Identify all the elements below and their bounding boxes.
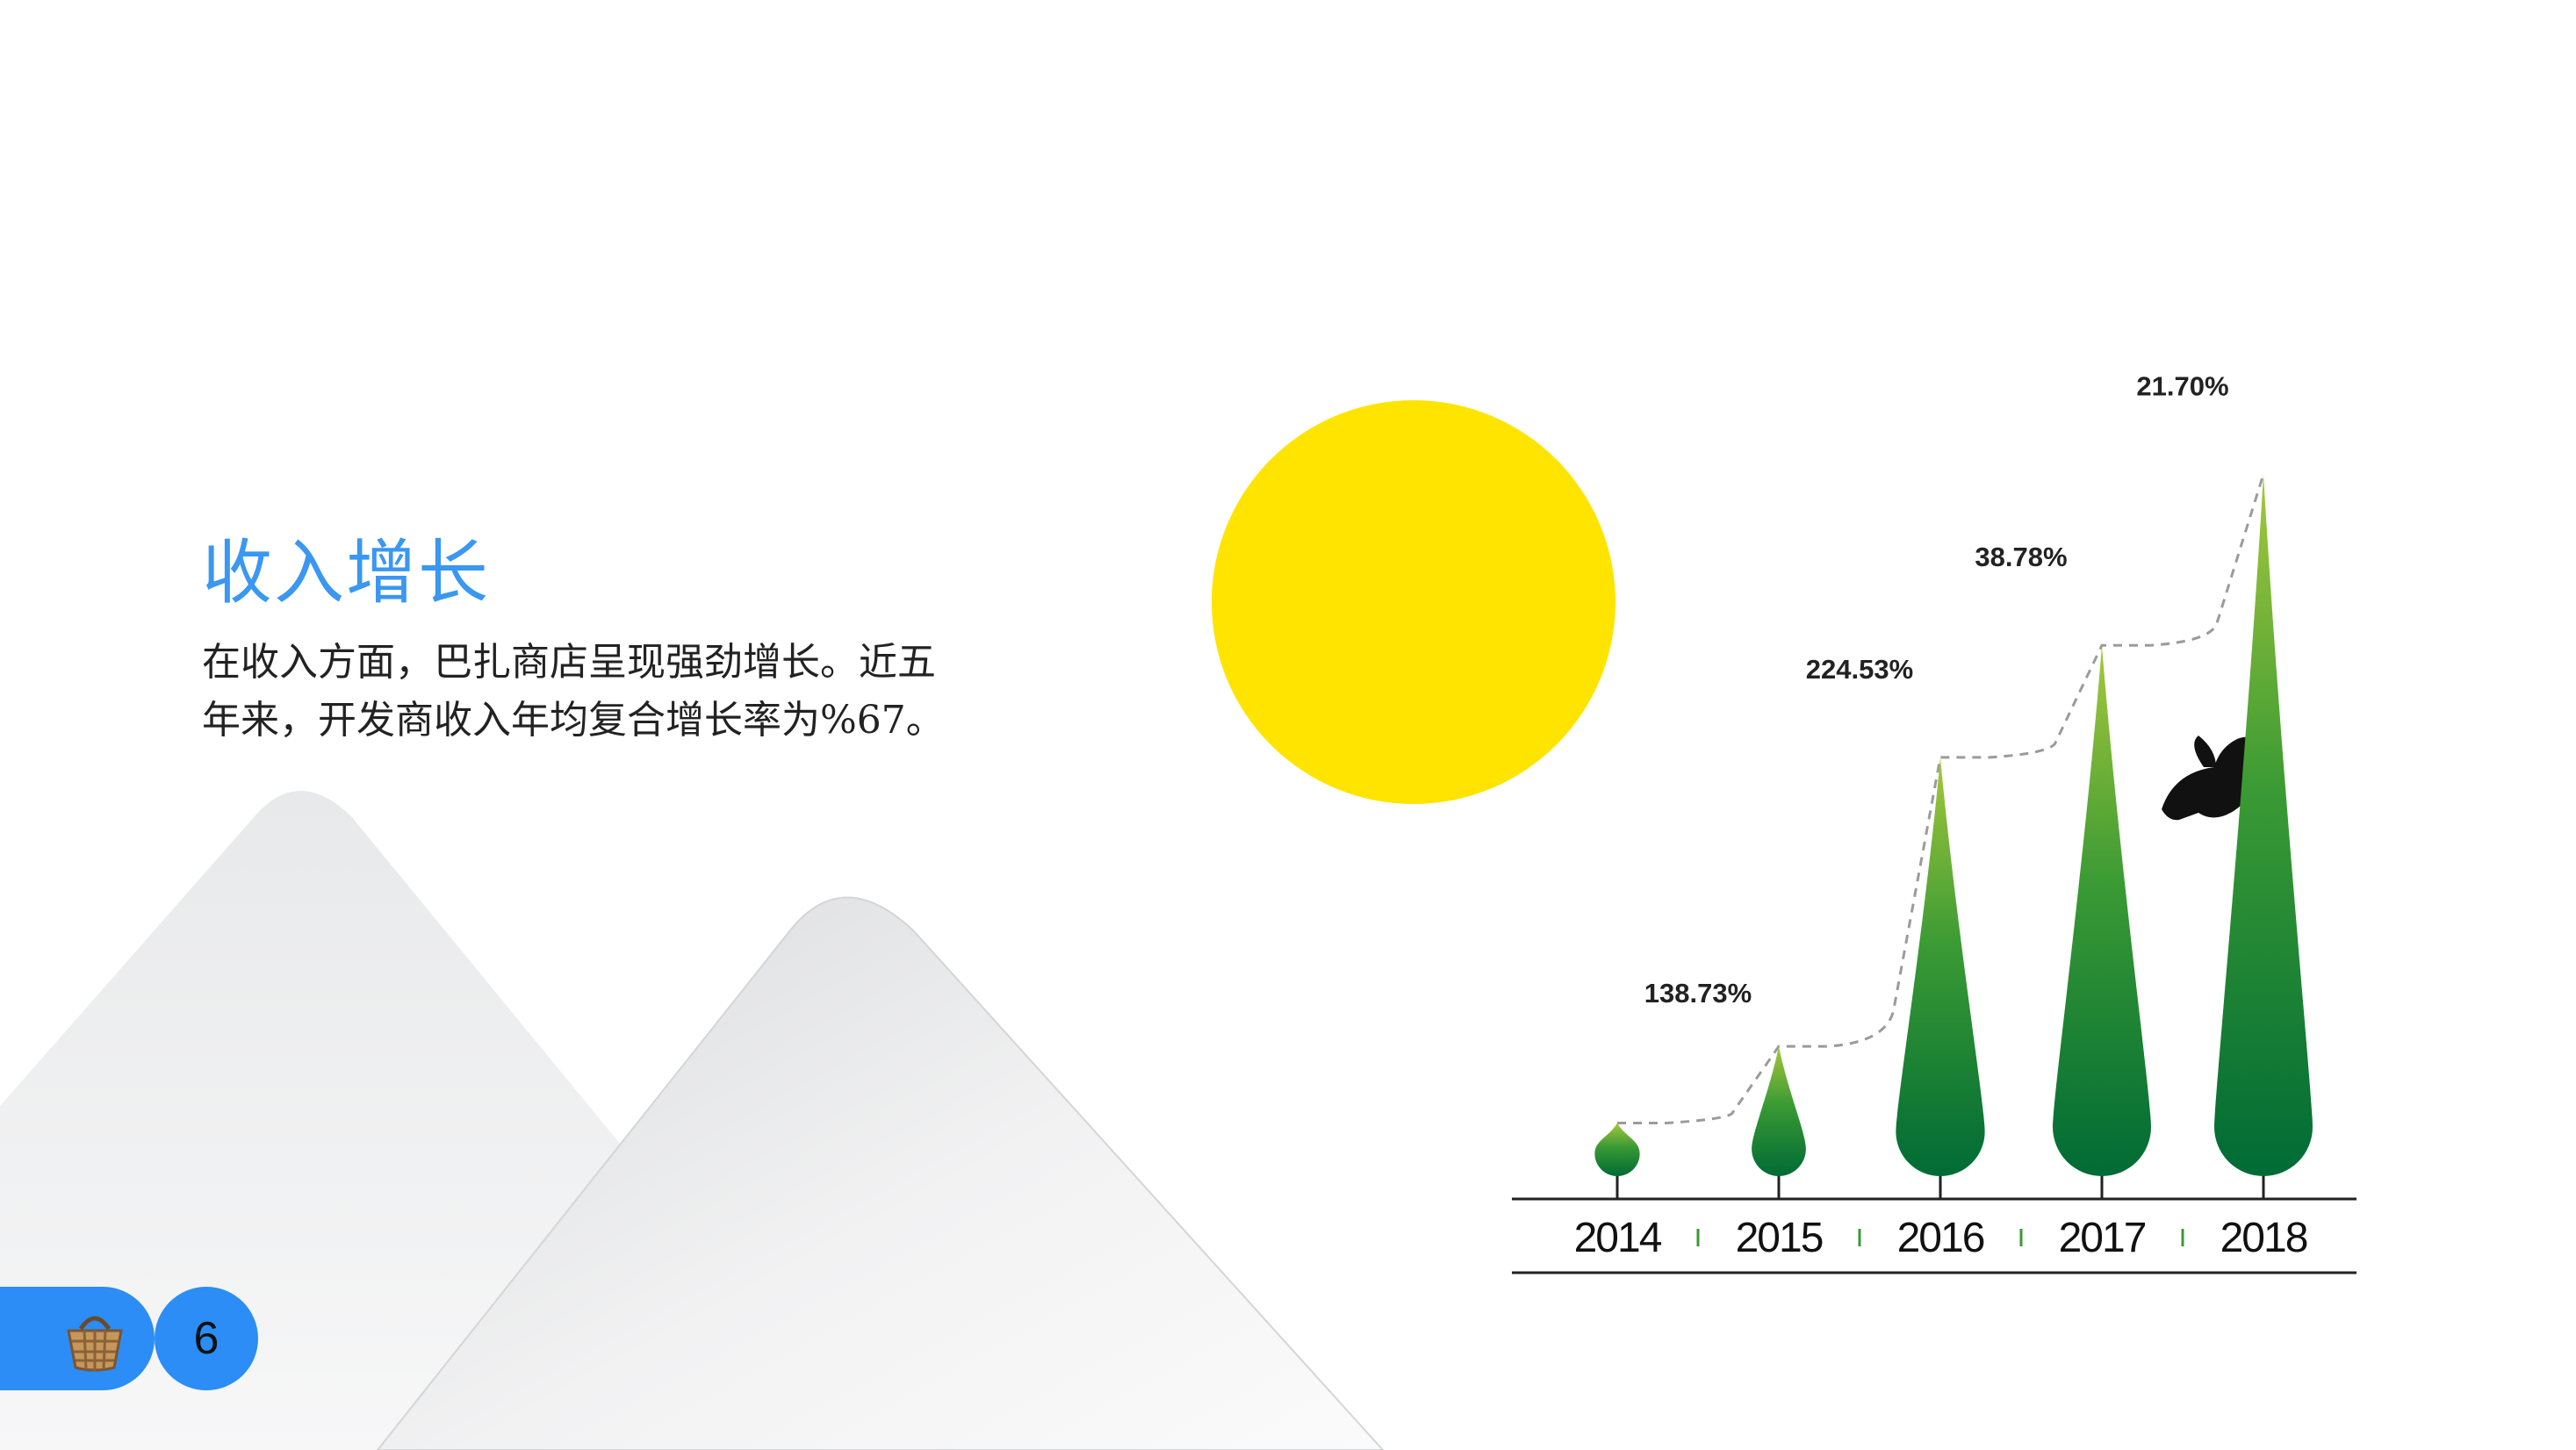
page-number: 6 bbox=[155, 1287, 258, 1390]
x-tick-label: 2017 bbox=[2059, 1215, 2146, 1261]
body-paragraph: 在收入方面，巴扎商店呈现强劲增长。近五 年来，开发商收入年均复合增长率为%67。 bbox=[202, 634, 1071, 750]
tree-bar-2018 bbox=[2214, 474, 2313, 1176]
x-tick-label: 2016 bbox=[1897, 1215, 1984, 1261]
tree-bar-2014 bbox=[1594, 1123, 1640, 1176]
x-tick-label: 2014 bbox=[1574, 1215, 1662, 1261]
basket-icon bbox=[67, 1316, 123, 1372]
growth-annotation: 38.78% bbox=[1975, 542, 2067, 572]
mountain-front bbox=[376, 896, 1385, 1450]
x-tick-label: 2015 bbox=[1736, 1215, 1823, 1261]
growth-annotation: 21.70% bbox=[2136, 370, 2228, 401]
x-tick-label: 2018 bbox=[2220, 1215, 2307, 1261]
page-number-badge: 6 bbox=[0, 1287, 258, 1390]
body-line-2: 年来，开发商收入年均复合增长率为%67。 bbox=[202, 698, 945, 743]
badge-pill bbox=[0, 1287, 155, 1390]
growth-annotation: 224.53% bbox=[1806, 654, 1913, 685]
tree-bar-2016 bbox=[1896, 757, 1985, 1176]
page-title: 收入增长 bbox=[202, 532, 490, 614]
body-line-1: 在收入方面，巴扎商店呈现强劲增长。近五 bbox=[202, 640, 936, 685]
growth-trend-line bbox=[1617, 473, 2265, 1125]
revenue-growth-chart: 2014 2015 2016 2017 2018 138.73% 224.53% 38.78… bbox=[1512, 370, 2357, 1274]
tree-bar-2015 bbox=[1752, 1046, 1806, 1176]
growth-annotation: 138.73% bbox=[1644, 978, 1752, 1009]
sun-circle bbox=[1212, 400, 1615, 804]
mountain-back bbox=[0, 791, 632, 1450]
tree-bar-2017 bbox=[2053, 645, 2151, 1176]
